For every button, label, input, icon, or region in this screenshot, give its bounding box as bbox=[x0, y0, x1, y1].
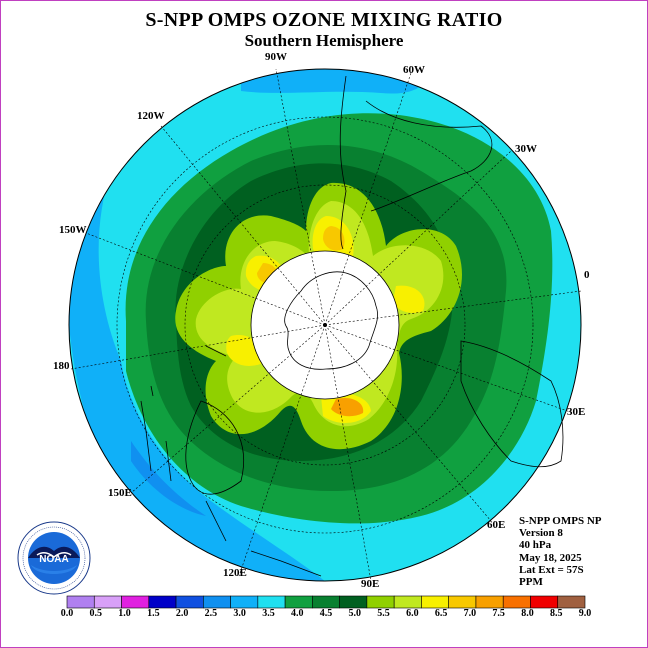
noaa-logo-icon: NOAA bbox=[17, 521, 91, 595]
lon-label-90w: 90W bbox=[265, 51, 287, 63]
info-product: S-NPP OMPS NP bbox=[519, 515, 602, 527]
lon-label-0: 0 bbox=[584, 269, 590, 281]
colorbar-tick-label: 0.5 bbox=[89, 608, 103, 619]
lon-label-180: 180 bbox=[53, 360, 70, 372]
colorbar-swatch bbox=[148, 595, 177, 609]
colorbar-swatch bbox=[312, 595, 340, 609]
colorbar-tick-label: 0.0 bbox=[60, 608, 74, 619]
product-info: S-NPP OMPS NP Version 8 40 hPa May 18, 2… bbox=[519, 515, 602, 588]
colorbar-tick-label: 2.0 bbox=[175, 608, 189, 619]
colorbar-swatch bbox=[475, 595, 504, 609]
colorbar-swatch bbox=[393, 595, 422, 609]
lon-label-150w: 150W bbox=[59, 224, 87, 236]
colorbar-tick-label: 2.5 bbox=[204, 608, 218, 619]
colorbar-tick-label: 9.0 bbox=[578, 608, 592, 619]
colorbar-swatch bbox=[66, 595, 95, 609]
graticule bbox=[70, 68, 582, 582]
south-pole-marker bbox=[323, 323, 327, 327]
lon-label-60e: 60E bbox=[487, 519, 506, 531]
lon-label-30w: 30W bbox=[515, 143, 537, 155]
info-lat-ext: Lat Ext = 57S bbox=[519, 563, 584, 576]
info-date: May 18, 2025 bbox=[519, 551, 582, 564]
colorbar-swatch bbox=[502, 595, 531, 609]
colorbar-swatch bbox=[93, 595, 122, 609]
colorbar-swatch bbox=[339, 595, 368, 609]
colorbar-swatch bbox=[284, 595, 313, 609]
lon-label-90e: 90E bbox=[361, 578, 380, 590]
colorbar-tick-label: 7.0 bbox=[463, 608, 477, 619]
colorbar-tick-label: 8.0 bbox=[521, 608, 534, 619]
info-pressure: 40 hPa bbox=[519, 539, 552, 552]
colorbar-swatch bbox=[366, 595, 395, 609]
colorbar-swatch bbox=[203, 595, 231, 609]
info-version: Version 8 bbox=[519, 527, 563, 540]
colorbar-tick-label: 6.0 bbox=[406, 608, 419, 619]
colorbar-swatch bbox=[448, 595, 477, 609]
ozone-band-3.0 bbox=[69, 171, 331, 581]
colorbar-tick-label: 3.0 bbox=[233, 608, 246, 619]
ozone-band-6.5-d bbox=[393, 285, 425, 313]
lon-label-120w: 120W bbox=[137, 110, 165, 122]
colorbar-swatch bbox=[421, 595, 449, 609]
info-units: PPM bbox=[519, 576, 543, 589]
ozone-band-7.0-a bbox=[323, 226, 345, 251]
figure-title: S-NPP OMPS OZONE MIXING RATIO bbox=[145, 9, 503, 31]
lon-label-30e: 30E bbox=[567, 406, 586, 418]
colorbar-tick-label: 8.5 bbox=[549, 608, 563, 619]
colorbar-tick-label: 5.5 bbox=[377, 608, 390, 619]
colorbar-tick-label: 1.0 bbox=[118, 608, 131, 619]
figure-subtitle: Southern Hemisphere bbox=[244, 31, 404, 50]
colorbar-swatch bbox=[230, 595, 259, 609]
ozone-band-7.5 bbox=[331, 397, 364, 417]
lon-label-60w: 60W bbox=[403, 64, 425, 76]
ozone-band-2.5 bbox=[131, 441, 206, 516]
colorbar-tick-label: 4.5 bbox=[319, 608, 333, 619]
colorbar-tick-label: 5.0 bbox=[348, 608, 362, 619]
colorbar-swatch bbox=[530, 595, 559, 609]
colorbar-tick-label: 6.5 bbox=[434, 608, 448, 619]
map-border bbox=[68, 68, 582, 582]
colorbar-swatch bbox=[257, 595, 286, 609]
colorbar-tick-label: 3.5 bbox=[262, 608, 275, 619]
colorbar-tick-label: 1.5 bbox=[147, 608, 160, 619]
lon-label-120e: 120E bbox=[223, 567, 247, 579]
colorbar-swatch bbox=[121, 595, 150, 609]
colorbar-swatch bbox=[557, 595, 586, 609]
colorbar-swatch bbox=[175, 595, 204, 609]
colorbar-tick-label: 7.5 bbox=[492, 608, 505, 619]
colorbar-tick-label: 4.0 bbox=[290, 608, 304, 619]
logo-text: NOAA bbox=[39, 554, 68, 565]
antarctica-coastline bbox=[284, 271, 378, 370]
lon-label-150e: 150E bbox=[108, 487, 132, 499]
